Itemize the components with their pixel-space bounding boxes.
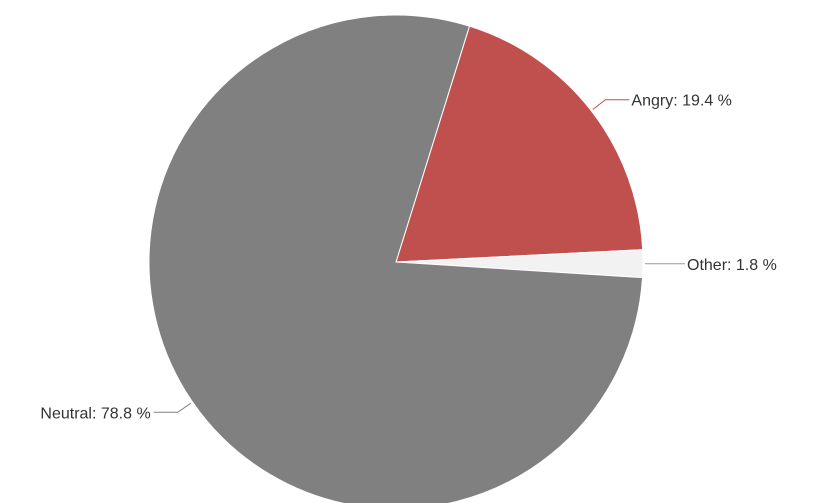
pie-slice-angry <box>395 25 644 263</box>
labels-layer: Angry: 19.4 % Other: 1.8 % Neutral: 78.8 % <box>40 93 776 423</box>
slices-layer <box>148 14 644 503</box>
leader-lines-layer <box>153 99 685 413</box>
pie-slice-neutral <box>148 14 644 503</box>
leader-line-neutral <box>153 402 192 413</box>
data-label-other: Other: 1.8 % <box>687 257 777 274</box>
data-label-angry: Angry: 19.4 % <box>631 93 732 110</box>
leader-line-angry <box>592 99 630 110</box>
data-label-neutral: Neutral: 78.8 % <box>40 405 150 422</box>
